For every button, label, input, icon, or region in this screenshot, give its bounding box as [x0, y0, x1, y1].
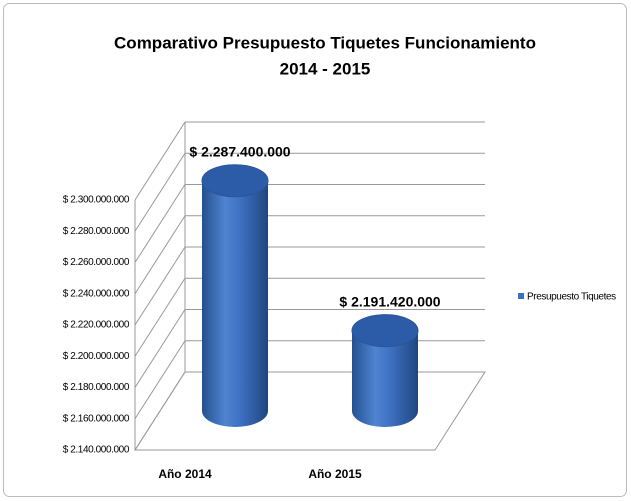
grid-line-side: [134, 309, 186, 388]
bar-top: [351, 314, 419, 348]
bar-top: [201, 164, 269, 198]
chart-title: 2014 - 2015: [280, 59, 371, 78]
y-tick-label: $ 2.160.000.000: [63, 413, 130, 424]
y-tick-label: $ 2.220.000.000: [63, 320, 130, 331]
bar: [202, 180, 268, 427]
y-tick-label: $ 2.240.000.000: [63, 288, 130, 299]
y-tick-label: $ 2.300.000.000: [63, 195, 130, 206]
x-tick-label: Año 2015: [308, 467, 362, 481]
y-tick-label: $ 2.200.000.000: [63, 351, 130, 362]
bar: [352, 330, 418, 427]
grid-line-side: [134, 215, 186, 295]
grid-line-side: [134, 277, 186, 357]
data-label: $ 2.191.420.000: [339, 293, 440, 309]
y-tick-label: $ 2.260.000.000: [63, 257, 130, 268]
x-tick-label: Año 2014: [158, 467, 212, 481]
grid-line-side: [134, 340, 186, 420]
grid-line-side: [134, 152, 186, 232]
y-tick-label: $ 2.140.000.000: [63, 445, 130, 456]
grid-line-side: [134, 121, 186, 201]
y-tick-label: $ 2.180.000.000: [63, 382, 130, 393]
grid-line-side: [134, 184, 186, 263]
data-label: $ 2.287.400.000: [189, 143, 290, 159]
grid-line-side: [134, 246, 186, 326]
grid-line-side: [134, 371, 186, 451]
legend-swatch: [518, 293, 524, 299]
legend-label: Presupuesto Tiquetes: [527, 292, 616, 303]
chart-title: Comparativo Presupuesto Tiquetes Funcion…: [114, 33, 536, 52]
chart-border: [3, 3, 627, 497]
y-tick-label: $ 2.280.000.000: [63, 226, 130, 237]
